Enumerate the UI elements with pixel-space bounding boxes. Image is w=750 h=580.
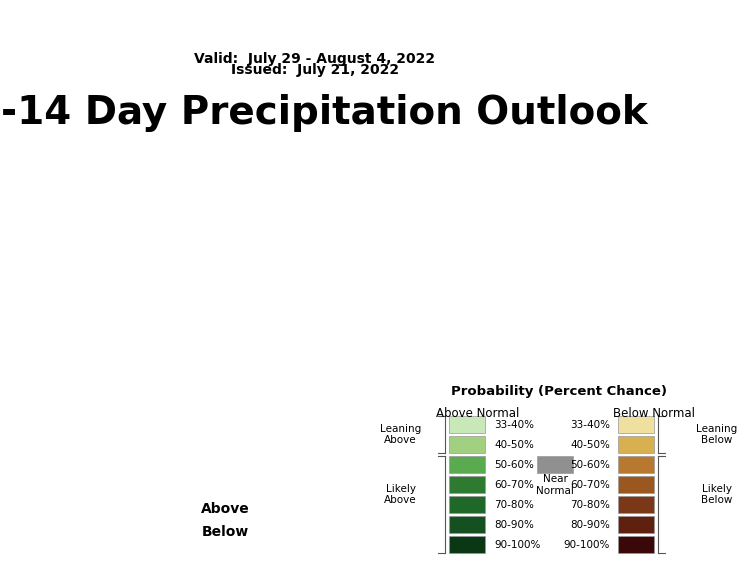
FancyBboxPatch shape bbox=[537, 456, 574, 473]
Text: Below Normal: Below Normal bbox=[614, 407, 695, 420]
Text: 80-90%: 80-90% bbox=[494, 520, 534, 530]
Text: Above: Above bbox=[201, 502, 249, 516]
Text: Above Normal: Above Normal bbox=[436, 407, 520, 420]
FancyBboxPatch shape bbox=[617, 436, 654, 454]
FancyBboxPatch shape bbox=[448, 476, 485, 493]
Text: 70-80%: 70-80% bbox=[494, 499, 534, 510]
Text: Probability (Percent Chance): Probability (Percent Chance) bbox=[451, 385, 667, 397]
Text: Below: Below bbox=[201, 525, 248, 539]
FancyBboxPatch shape bbox=[617, 476, 654, 493]
Text: Likely
Below: Likely Below bbox=[701, 484, 733, 505]
Text: Leaning
Above: Leaning Above bbox=[380, 424, 422, 445]
FancyBboxPatch shape bbox=[448, 496, 485, 513]
FancyBboxPatch shape bbox=[617, 456, 654, 473]
Text: 33-40%: 33-40% bbox=[570, 419, 610, 430]
Text: 90-100%: 90-100% bbox=[564, 539, 610, 550]
Text: 40-50%: 40-50% bbox=[494, 440, 534, 450]
Text: 70-80%: 70-80% bbox=[570, 499, 610, 510]
Text: 50-60%: 50-60% bbox=[570, 459, 610, 470]
Text: 60-70%: 60-70% bbox=[570, 480, 610, 490]
Text: 33-40%: 33-40% bbox=[494, 419, 535, 430]
FancyBboxPatch shape bbox=[448, 436, 485, 454]
Text: 80-90%: 80-90% bbox=[570, 520, 610, 530]
Title: 8-14 Day Precipitation Outlook: 8-14 Day Precipitation Outlook bbox=[0, 94, 648, 132]
FancyBboxPatch shape bbox=[617, 536, 654, 553]
Text: 50-60%: 50-60% bbox=[494, 459, 534, 470]
Text: 60-70%: 60-70% bbox=[494, 480, 534, 490]
Text: 90-100%: 90-100% bbox=[494, 539, 541, 550]
FancyBboxPatch shape bbox=[448, 416, 485, 433]
FancyBboxPatch shape bbox=[617, 516, 654, 534]
Text: Valid:  July 29 - August 4, 2022: Valid: July 29 - August 4, 2022 bbox=[194, 52, 436, 66]
Text: Likely
Above: Likely Above bbox=[385, 484, 417, 505]
Text: Issued:  July 21, 2022: Issued: July 21, 2022 bbox=[231, 63, 399, 77]
Text: Near
Normal: Near Normal bbox=[536, 474, 574, 496]
Text: 40-50%: 40-50% bbox=[570, 440, 610, 450]
FancyBboxPatch shape bbox=[617, 496, 654, 513]
FancyBboxPatch shape bbox=[617, 416, 654, 433]
FancyBboxPatch shape bbox=[448, 516, 485, 534]
FancyBboxPatch shape bbox=[448, 456, 485, 473]
Text: Leaning
Below: Leaning Below bbox=[696, 424, 737, 445]
FancyBboxPatch shape bbox=[448, 536, 485, 553]
